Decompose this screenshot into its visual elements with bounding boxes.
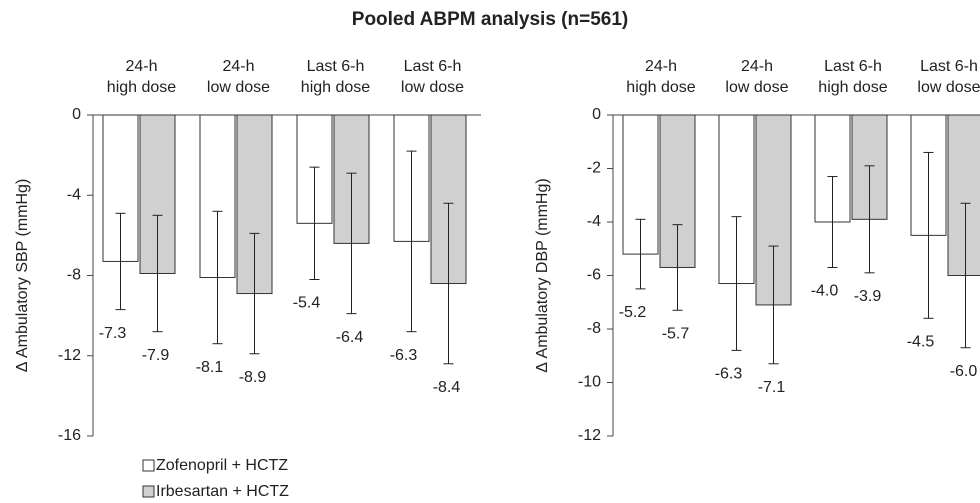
y-tick-label: -12 bbox=[578, 427, 601, 444]
category-label: low dose bbox=[917, 79, 980, 96]
category-label: Last 6-h bbox=[404, 58, 462, 75]
y-tick-label: -16 bbox=[58, 427, 81, 444]
y-tick-label: 0 bbox=[592, 106, 601, 123]
y-tick-label: -6 bbox=[587, 267, 601, 284]
value-label: -6.0 bbox=[950, 363, 978, 380]
category-label: low dose bbox=[207, 79, 270, 96]
value-label: -7.1 bbox=[758, 379, 786, 396]
value-label: -7.9 bbox=[142, 347, 170, 364]
bar bbox=[947, 114, 980, 276]
value-label: -7.3 bbox=[99, 325, 127, 342]
y-tick-label: -12 bbox=[58, 347, 81, 364]
value-label: -4.5 bbox=[907, 334, 935, 351]
category-label: 24-h bbox=[645, 58, 677, 75]
category-label: low dose bbox=[725, 79, 788, 96]
category-label: 24-h bbox=[222, 58, 254, 75]
y-tick-label: -8 bbox=[587, 320, 601, 337]
category-label: 24-h bbox=[741, 58, 773, 75]
y-tick-label: -4 bbox=[67, 186, 81, 203]
y-tick-label: -2 bbox=[587, 160, 601, 177]
value-label: -4.0 bbox=[811, 283, 839, 300]
legend-swatch bbox=[142, 485, 155, 498]
category-label: low dose bbox=[401, 79, 464, 96]
legend-swatch bbox=[142, 459, 155, 472]
value-label: -3.9 bbox=[854, 288, 882, 305]
category-label: Last 6-h bbox=[307, 58, 365, 75]
y-tick-label: -10 bbox=[578, 374, 601, 391]
category-label: Last 6-h bbox=[920, 58, 978, 75]
category-label: high dose bbox=[818, 79, 887, 96]
value-label: -8.4 bbox=[433, 379, 461, 396]
category-label: Last 6-h bbox=[824, 58, 882, 75]
y-axis-label: Δ Ambulatory SBP (mmHg) bbox=[14, 179, 31, 373]
legend-label: Zofenopril + HCTZ bbox=[156, 457, 288, 474]
y-tick-label: -4 bbox=[587, 213, 601, 230]
value-label: -6.3 bbox=[390, 347, 418, 364]
category-label: high dose bbox=[626, 79, 695, 96]
category-label: high dose bbox=[301, 79, 370, 96]
y-axis-label: Δ Ambulatory DBP (mmHg) bbox=[534, 178, 551, 372]
value-label: -5.2 bbox=[619, 304, 647, 321]
value-label: -8.9 bbox=[239, 369, 267, 386]
value-label: -8.1 bbox=[196, 359, 224, 376]
category-label: 24-h bbox=[125, 58, 157, 75]
figure-title: Pooled ABPM analysis (n=561) bbox=[352, 9, 628, 30]
value-label: -5.4 bbox=[293, 295, 321, 312]
y-tick-label: -8 bbox=[67, 267, 81, 284]
value-label: -6.4 bbox=[336, 329, 364, 346]
legend-label: Irbesartan + HCTZ bbox=[156, 483, 289, 500]
y-tick-label: 0 bbox=[72, 106, 81, 123]
category-label: high dose bbox=[107, 79, 176, 96]
value-label: -5.7 bbox=[662, 325, 690, 342]
value-label: -6.3 bbox=[715, 366, 743, 383]
